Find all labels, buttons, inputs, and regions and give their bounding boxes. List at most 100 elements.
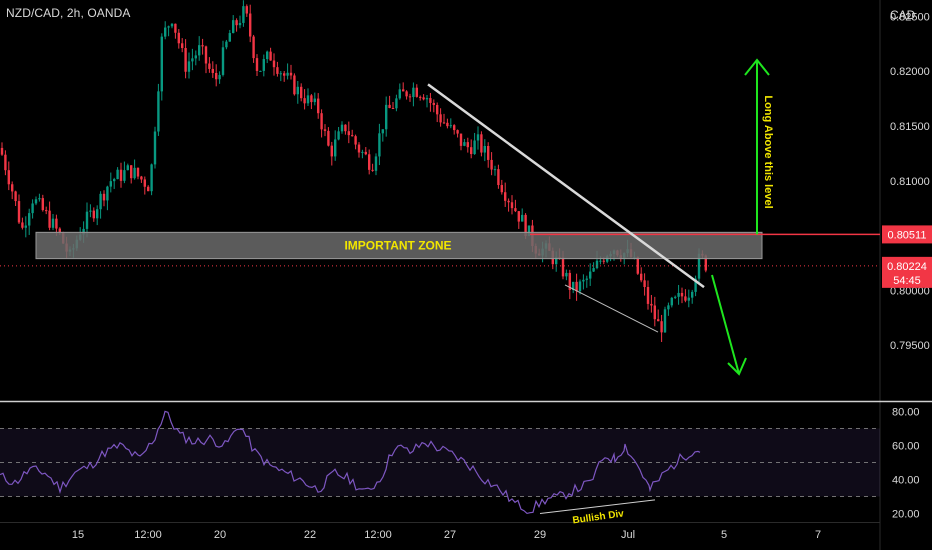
time-tick-label: 5	[721, 529, 727, 541]
candle-body	[456, 130, 459, 134]
candle-body	[527, 225, 531, 237]
candle-body	[167, 26, 170, 28]
candle-body	[201, 45, 204, 47]
time-tick-label: 12:00	[364, 529, 392, 541]
candle-body	[174, 23, 177, 33]
candle-body	[225, 41, 228, 48]
time-tick-label: 27	[444, 529, 456, 541]
candle-body	[147, 186, 150, 192]
candle-body	[136, 167, 140, 177]
candle-body	[99, 193, 102, 210]
candle-body	[500, 185, 503, 193]
bullish-divergence-line	[539, 499, 656, 514]
candle-body	[660, 321, 663, 333]
candle-body	[429, 98, 432, 103]
candle-body	[235, 20, 238, 26]
current-price-tag	[882, 256, 932, 288]
candle-body	[364, 151, 367, 155]
candle-body	[232, 20, 235, 34]
candle-body	[589, 271, 592, 279]
candle-body	[704, 255, 707, 271]
candle-body	[130, 165, 133, 179]
candle-body	[442, 122, 446, 124]
candle-body	[398, 89, 401, 99]
candle-body	[7, 170, 10, 185]
candle-body	[204, 46, 208, 64]
candle-body	[422, 97, 425, 100]
long-arrow-head	[744, 58, 770, 76]
price-tick-label: 0.82500	[890, 11, 930, 23]
candle-body	[286, 72, 289, 76]
candle-body	[585, 278, 588, 280]
time-tick-label: 20	[214, 529, 226, 541]
candle-body	[82, 228, 85, 235]
candle-body	[684, 296, 687, 301]
candle-body	[432, 102, 435, 105]
candle-body	[300, 86, 303, 99]
candle-body	[303, 98, 306, 104]
bar-countdown-label: 54:45	[893, 275, 921, 287]
candle-body	[157, 91, 160, 132]
candle-body	[21, 222, 24, 228]
candle-body	[602, 260, 605, 262]
candle-body	[391, 108, 395, 110]
candle-body	[340, 124, 344, 132]
candle-body	[687, 297, 690, 301]
down-arrow-shaft	[711, 274, 740, 375]
chart-symbol-title: NZD/CAD, 2h, OANDA	[6, 6, 131, 20]
down-arrow-icon	[711, 274, 747, 376]
candle-body	[96, 209, 99, 219]
current-price-label: 0.80224	[887, 261, 927, 273]
candle-body	[599, 260, 602, 262]
long-above-level-text: Long Above this level	[762, 95, 774, 208]
candle-body	[670, 297, 673, 306]
lower-trendline	[564, 284, 659, 333]
candle-body	[85, 211, 89, 229]
candle-body	[31, 203, 34, 214]
candle-body	[497, 169, 500, 186]
candle-body	[106, 186, 109, 201]
rsi-tick-label: 20.00	[892, 509, 920, 521]
candle-body	[480, 134, 483, 153]
candle-body	[269, 51, 272, 61]
candle-body	[354, 136, 357, 145]
candle-body	[680, 292, 684, 297]
candle-body	[313, 98, 316, 103]
candle-body	[667, 305, 670, 310]
candle-body	[320, 113, 323, 130]
time-tick-label: 12:00	[134, 529, 162, 541]
rsi-line	[0, 410, 701, 515]
candle-body	[337, 131, 340, 140]
candle-body	[371, 169, 374, 171]
candle-body	[238, 22, 242, 26]
candle-body	[572, 281, 575, 290]
candle-body	[446, 122, 449, 127]
candle-body	[436, 104, 439, 115]
candle-body	[323, 129, 327, 131]
candle-body	[126, 165, 129, 171]
candle-body	[694, 278, 697, 292]
candle-body	[361, 151, 364, 153]
price-tick-label: 0.79500	[890, 340, 930, 352]
price-tick-label: 0.80000	[890, 285, 930, 297]
candle-body	[691, 291, 694, 298]
candle-body	[123, 170, 126, 181]
candle-body	[643, 280, 646, 287]
candle-body	[28, 213, 31, 226]
candle-body	[476, 134, 480, 141]
time-tick-label: 22	[304, 529, 316, 541]
important-zone-label: IMPORTANT ZONE	[344, 238, 451, 252]
candle-body	[415, 87, 418, 97]
candle-body	[24, 225, 27, 228]
candle-body	[504, 192, 507, 201]
candle-body	[170, 23, 174, 27]
candle-body	[507, 200, 510, 203]
candle-body	[14, 191, 17, 202]
candle-body	[595, 260, 599, 269]
candle-body	[334, 139, 337, 157]
candle-body	[408, 96, 412, 98]
candle-body	[405, 91, 408, 97]
candle-body	[374, 156, 378, 171]
long-arrow-up-icon	[744, 58, 770, 235]
